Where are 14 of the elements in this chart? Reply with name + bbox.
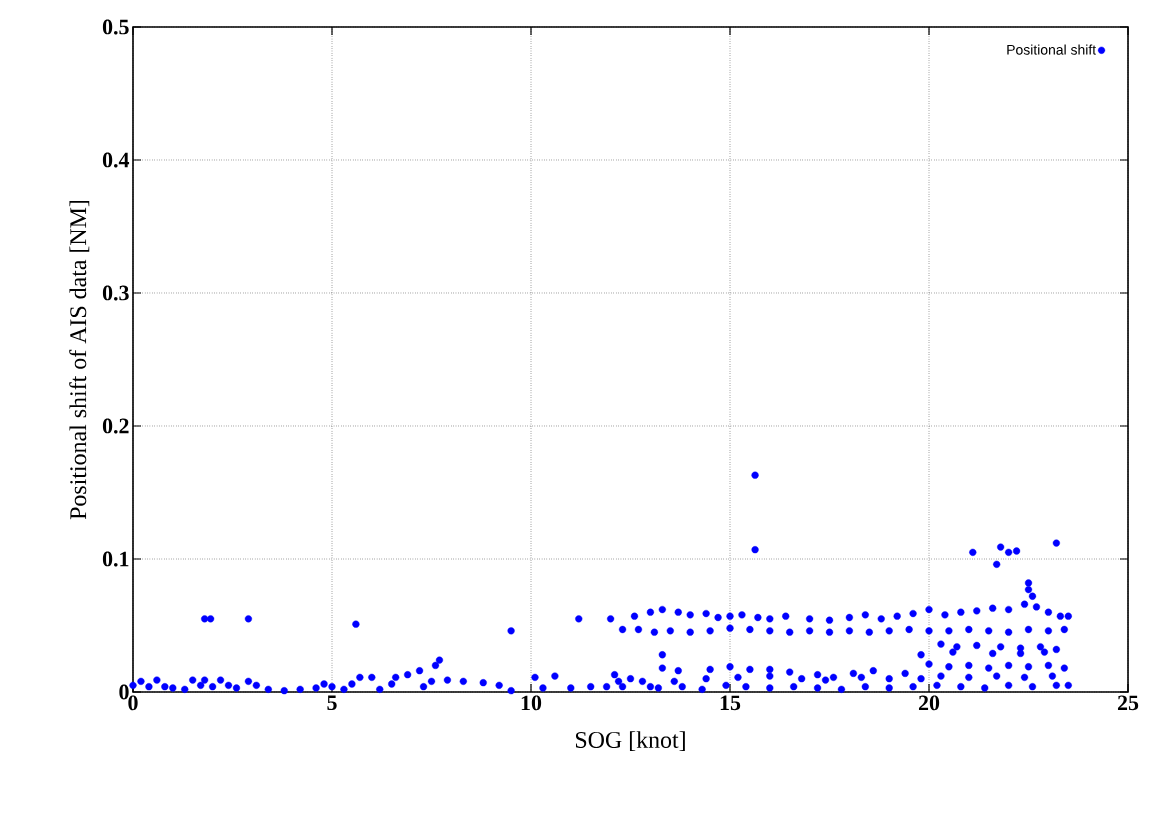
y-tick-label: 0.1	[102, 551, 129, 567]
x-tick-label: 20	[918, 695, 940, 711]
x-tick-label: 5	[327, 695, 337, 711]
x-axis-title: SOG [knot]	[575, 731, 685, 751]
y-tick-label: 0.5	[102, 19, 129, 35]
x-tick-label: 15	[720, 695, 741, 711]
y-tick-label: 0.3	[102, 285, 129, 301]
x-tick-label: 10	[521, 695, 542, 711]
y-tick-label: 0	[119, 684, 129, 700]
y-axis-title: Positional shift of AIS data [NM]	[69, 200, 90, 520]
y-tick-label: 0.4	[102, 152, 130, 168]
legend-label: Positional shift	[1007, 44, 1096, 55]
y-tick-label: 0.2	[102, 418, 129, 434]
x-tick-label: 25	[1117, 695, 1139, 711]
